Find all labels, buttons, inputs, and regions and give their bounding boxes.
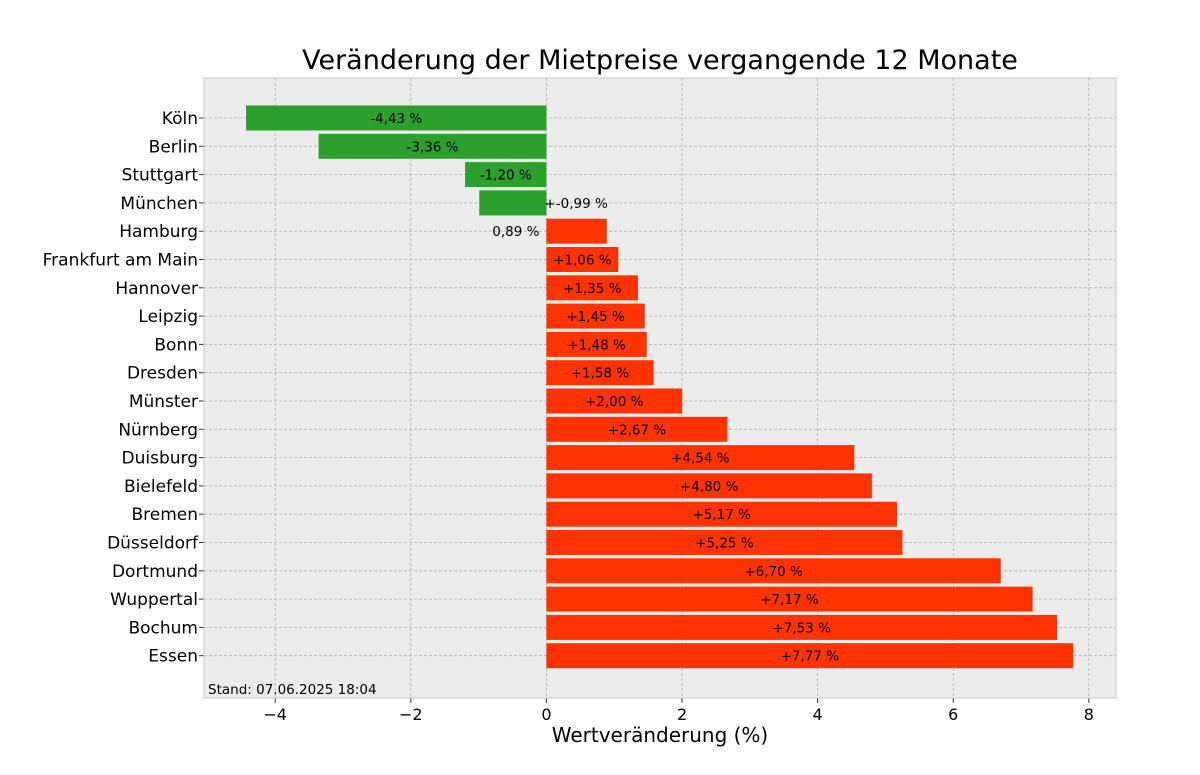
bar (479, 190, 547, 216)
x-axis: −4 −2 0 2 4 6 8 (263, 698, 1094, 724)
bar (546, 558, 1001, 584)
chart-title: Veränderung der Mietpreise vergangende 1… (302, 45, 1018, 76)
bar-value-label: 0,89 % (492, 224, 539, 240)
bar-value-label: +7,77 % (781, 649, 840, 665)
category-label: Essen (148, 647, 198, 667)
category-label: Bielefeld (124, 477, 198, 497)
category-label: Bochum (128, 618, 198, 638)
x-tick-label: 2 (677, 705, 687, 724)
category-label: Frankfurt am Main (43, 251, 198, 271)
bar (546, 473, 872, 499)
bar (546, 643, 1074, 669)
bar (246, 105, 547, 131)
category-label: Berlin (149, 137, 198, 157)
category-label: Dortmund (112, 562, 198, 582)
bar-value-label: +5,17 % (692, 507, 751, 523)
bar-value-label: -1,20 % (480, 168, 532, 184)
bar (546, 247, 619, 272)
x-axis-label: Wertveränderung (%) (552, 723, 769, 747)
data-labels: -4,43 % -3,36 % -1,20 % +-0,99 % 0,89 % +1,06… (370, 111, 839, 665)
category-label: Stuttgart (122, 166, 199, 186)
bar (546, 303, 645, 329)
bar-value-label: +7,53 % (772, 620, 831, 636)
bar (546, 614, 1058, 640)
bar (546, 416, 728, 442)
category-label: Bonn (154, 335, 198, 355)
timestamp-note: Stand: 07.06.2025 18:04 (208, 682, 377, 698)
bar (546, 331, 647, 357)
bar (546, 530, 903, 555)
bar-value-label: -3,36 % (406, 139, 458, 155)
category-label: Duisburg (122, 449, 199, 469)
bar (546, 586, 1033, 612)
bar-value-label: +1,58 % (571, 366, 630, 382)
bar (318, 133, 547, 159)
category-label: Dresden (127, 364, 198, 384)
category-label: Wuppertal (110, 590, 198, 610)
x-tick-label: 0 (541, 705, 551, 724)
bar-value-label: +1,06 % (553, 253, 612, 269)
category-label: Hamburg (119, 222, 198, 242)
category-label: Nürnberg (118, 420, 198, 440)
bar-value-label: +4,54 % (671, 451, 730, 467)
bars (246, 105, 1074, 669)
category-label: Münster (129, 392, 198, 412)
plot-frame (203, 77, 1117, 699)
y-axis: Köln Berlin Stuttgart München Hamburg Frankfu… (43, 109, 204, 667)
category-label: München (120, 194, 198, 214)
bar-value-label: +2,67 % (608, 422, 667, 438)
category-label: Leipzig (138, 307, 198, 327)
bar (546, 388, 683, 414)
bar-value-label: +6,70 % (744, 564, 803, 580)
bar (546, 445, 855, 471)
bar-value-label: +1,35 % (563, 281, 622, 297)
category-label: Bremen (131, 505, 198, 525)
bar-value-label: +-0,99 % (544, 196, 608, 212)
bar-value-label: +1,48 % (567, 337, 626, 353)
bar (546, 360, 654, 386)
x-tick-label: 8 (1084, 705, 1094, 724)
x-tick-label: −2 (399, 705, 423, 724)
x-tick-label: −4 (263, 705, 287, 724)
bar-value-label: +1,45 % (566, 309, 625, 325)
category-label: Düsseldorf (107, 534, 199, 554)
bar-value-label: +2,00 % (585, 394, 644, 410)
bar-value-label: +4,80 % (680, 479, 739, 495)
x-tick-label: 4 (813, 705, 823, 724)
bar-value-label: +7,17 % (760, 592, 819, 608)
category-label: Hannover (115, 279, 198, 299)
bar (546, 501, 897, 527)
category-label: Köln (162, 109, 198, 129)
x-tick-label: 6 (948, 705, 958, 724)
bar-value-label: -4,43 % (370, 111, 422, 127)
bar-value-label: +5,25 % (695, 536, 754, 552)
bar (546, 218, 607, 244)
bar (465, 162, 547, 188)
bar (546, 275, 638, 301)
